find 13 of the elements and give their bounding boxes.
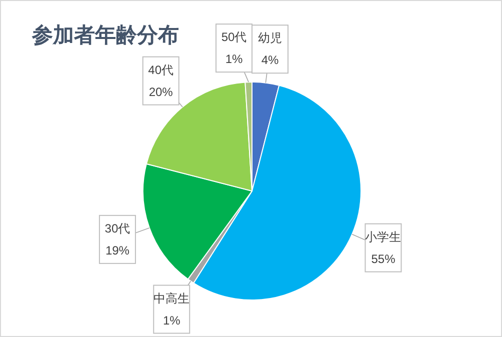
data-label: 1% xyxy=(162,313,181,328)
slice-label: 50代 xyxy=(221,30,247,44)
data-label: 4% xyxy=(261,53,279,68)
slice-label: 30代 xyxy=(104,221,130,236)
data-label: 19% xyxy=(105,243,130,258)
slice-label: 小学生 xyxy=(365,230,402,244)
data-label: 20% xyxy=(148,84,174,99)
slice-label: 40代 xyxy=(148,62,174,77)
chart-title: 参加者年齢分布 xyxy=(31,23,179,47)
slice-label: 中高生 xyxy=(154,291,190,306)
data-label: 1% xyxy=(225,52,243,66)
data-label: 55% xyxy=(371,252,396,266)
slice-label: 幼児 xyxy=(258,31,282,46)
